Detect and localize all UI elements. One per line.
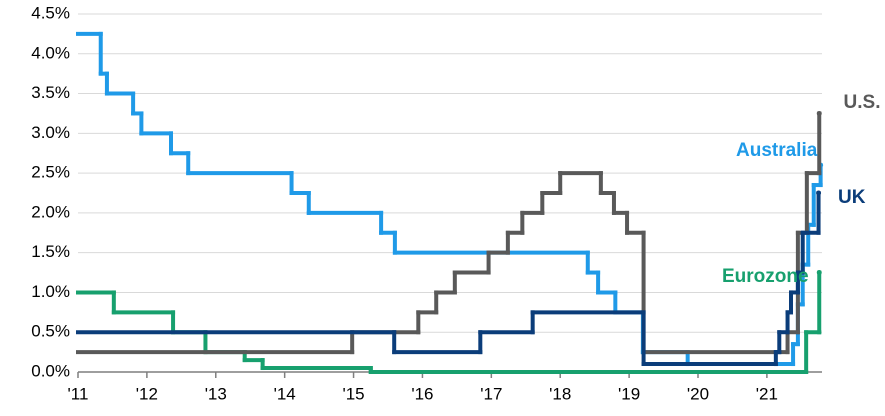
- y-tick-label: 0.0%: [31, 361, 70, 380]
- series-label: U.S.: [844, 92, 881, 113]
- x-tick-label: '18: [549, 384, 571, 403]
- end-point: [816, 270, 822, 276]
- x-tick-label: '19: [618, 384, 640, 403]
- x-tick-label: '21: [756, 384, 778, 403]
- x-tick-label: '17: [480, 384, 502, 403]
- series-label: Eurozone: [722, 266, 809, 287]
- x-tick-label: '20: [687, 384, 709, 403]
- y-tick-label: 2.0%: [31, 202, 70, 221]
- x-tick-label: '15: [342, 384, 364, 403]
- y-tick-label: 1.0%: [31, 282, 70, 301]
- end-point: [816, 110, 822, 116]
- x-tick-label: '13: [205, 384, 227, 403]
- y-tick-label: 3.5%: [31, 83, 70, 102]
- y-tick-label: 4.0%: [31, 43, 70, 62]
- end-point: [816, 190, 822, 196]
- y-tick-label: 4.5%: [31, 3, 70, 22]
- y-tick-label: 1.5%: [31, 242, 70, 261]
- x-tick-label: '11: [68, 384, 89, 403]
- series-label: UK: [838, 187, 866, 208]
- x-tick-label: '16: [411, 384, 433, 403]
- y-tick-label: 0.5%: [31, 322, 70, 341]
- series-label: Australia: [736, 140, 818, 161]
- x-tick-label: '12: [136, 384, 158, 403]
- x-tick-label: '14: [274, 384, 296, 403]
- y-tick-label: 3.0%: [31, 123, 70, 142]
- y-tick-label: 2.5%: [31, 163, 70, 182]
